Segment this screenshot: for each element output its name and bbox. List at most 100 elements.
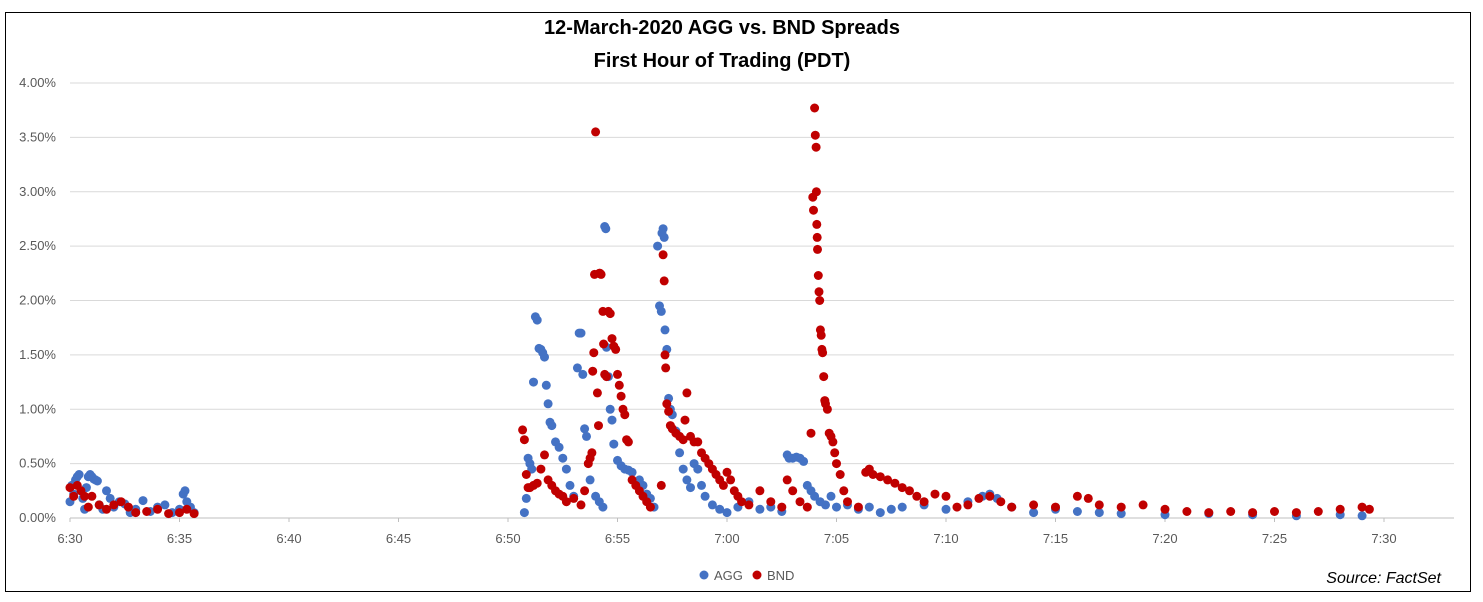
point-bnd (1364, 504, 1374, 514)
point-bnd (536, 464, 546, 474)
point-bnd (1357, 502, 1367, 512)
point-bnd (835, 470, 845, 479)
point-agg (180, 486, 190, 496)
point-bnd (591, 127, 601, 137)
point-bnd (830, 448, 840, 458)
point-bnd (664, 406, 674, 416)
point-agg (561, 464, 571, 474)
point-agg (941, 504, 951, 514)
point-bnd (1313, 507, 1323, 516)
point-bnd (576, 500, 586, 510)
point-agg (607, 415, 617, 425)
point-bnd (611, 344, 621, 354)
point-bnd (189, 509, 199, 519)
point-bnd (658, 250, 668, 260)
point-bnd (589, 348, 599, 358)
point-bnd (662, 399, 672, 409)
point-bnd (813, 271, 823, 280)
y-tick-label: 2.50% (19, 238, 56, 253)
point-agg (686, 483, 695, 493)
legend-marker-bnd (752, 570, 762, 580)
point-bnd (744, 500, 754, 510)
point-bnd (109, 500, 119, 510)
point-bnd (815, 296, 825, 305)
point-bnd (116, 497, 126, 507)
x-tick-label: 6:35 (167, 531, 192, 546)
point-agg (722, 508, 732, 518)
point-agg (700, 491, 710, 501)
point-agg (541, 380, 551, 390)
point-bnd (788, 486, 798, 496)
point-bnd (814, 287, 824, 297)
legend-marker-agg (699, 570, 709, 580)
point-bnd (661, 363, 671, 373)
point-bnd (123, 502, 133, 512)
point-agg (627, 467, 637, 477)
point-bnd (588, 366, 598, 376)
point-bnd (810, 103, 820, 113)
point-bnd (532, 478, 542, 488)
x-tick-label: 6:40 (276, 531, 301, 546)
point-bnd (1270, 507, 1279, 516)
point-agg (678, 464, 688, 474)
point-bnd (607, 334, 617, 344)
point-bnd (1029, 500, 1039, 510)
x-tick-label: 7:05 (824, 531, 849, 546)
point-agg (864, 502, 874, 512)
point-bnd (659, 276, 669, 286)
point-bnd (175, 508, 184, 518)
point-bnd (1051, 502, 1060, 512)
point-agg (886, 504, 896, 514)
legend-label-agg: AGG (714, 568, 743, 583)
x-tick-label: 6:30 (57, 531, 82, 546)
point-bnd (890, 478, 900, 488)
point-bnd (102, 504, 111, 514)
point-bnd (912, 491, 922, 501)
point-bnd (810, 130, 820, 140)
point-agg (832, 502, 841, 512)
legend-label-bnd: BND (767, 568, 794, 583)
point-agg (92, 476, 102, 486)
y-tick-label: 3.50% (19, 129, 56, 144)
point-bnd (131, 508, 141, 518)
point-bnd (802, 502, 812, 512)
point-bnd (1072, 491, 1082, 501)
point-bnd (1204, 508, 1214, 518)
y-tick-label: 0.50% (19, 456, 56, 471)
point-bnd (806, 428, 816, 438)
y-axis-ticks: 0.00% 0.50% 1.00% 1.50% 2.00% 2.50% 3.00% 3.50%… (19, 75, 56, 525)
point-agg (707, 500, 717, 510)
point-bnd (811, 142, 821, 152)
x-tick-label: 6:50 (495, 531, 520, 546)
point-agg (576, 328, 586, 338)
point-bnd (811, 187, 821, 197)
point-bnd (616, 391, 626, 401)
point-bnd (620, 410, 630, 420)
point-bnd (518, 425, 528, 435)
point-bnd (905, 486, 914, 496)
source-note: Source: FactSet (1326, 570, 1441, 587)
y-tick-label: 3.00% (19, 184, 56, 199)
point-bnd (974, 493, 984, 503)
point-agg (659, 232, 669, 242)
y-tick-label: 0.00% (19, 510, 56, 525)
point-bnd (812, 219, 822, 229)
point-agg (715, 504, 725, 514)
point-bnd (1116, 502, 1126, 512)
scatter-series (65, 103, 1374, 521)
point-agg (554, 442, 564, 452)
point-agg (565, 480, 575, 490)
point-bnd (83, 502, 93, 512)
point-agg (1072, 507, 1082, 516)
point-agg (529, 377, 538, 387)
point-bnd (853, 502, 863, 512)
point-bnd (1291, 508, 1301, 518)
point-agg (74, 470, 84, 479)
point-bnd (843, 497, 852, 507)
point-agg (558, 453, 568, 463)
point-bnd (828, 437, 838, 447)
x-tick-label: 7:20 (1152, 531, 1177, 546)
point-bnd (592, 388, 602, 398)
point-agg (609, 439, 619, 449)
point-agg (598, 502, 608, 512)
